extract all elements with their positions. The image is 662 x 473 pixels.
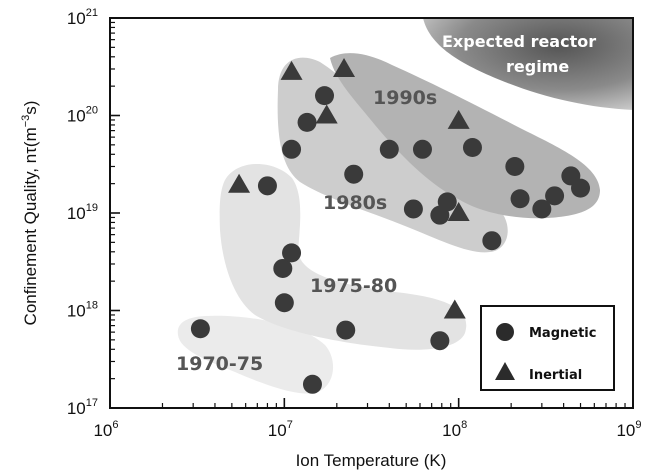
region-1970-75-shape [177, 315, 334, 394]
y-tick-label: 1018 [67, 300, 98, 321]
legend-magnetic-marker [496, 323, 514, 341]
x-tick-label: 107 [268, 419, 293, 440]
y-tick-label: 1021 [67, 7, 98, 28]
magnetic-point [336, 320, 356, 340]
magnetic-point [282, 139, 302, 159]
magnetic-point [302, 374, 322, 394]
magnetic-point [482, 231, 502, 251]
axis-tick-labels: 106 107 108 109 1017 1018 1019 1020 1021 [67, 7, 642, 440]
magnetic-point [532, 199, 552, 219]
magnetic-point [545, 186, 565, 206]
region-label-1990s: 1990s [373, 87, 437, 109]
inertial-point [333, 57, 356, 77]
y-axis-title-tail: s) [21, 101, 40, 115]
region-reactor-shape [423, 18, 633, 110]
y-tick-label: 1020 [67, 105, 98, 126]
region-label-reactor-line1: Expected reactor [442, 32, 596, 51]
y-axis-title: Confinement Quality, nτ(m−3s) [20, 101, 40, 326]
region-label-reactor-line2: regime [506, 57, 569, 76]
magnetic-point [274, 293, 294, 313]
legend-magnetic-label: Magnetic [529, 326, 596, 341]
magnetic-point [344, 164, 364, 184]
x-tick-label: 106 [93, 419, 118, 440]
x-tick-label: 109 [616, 419, 641, 440]
y-tick-label: 1017 [67, 397, 98, 418]
magnetic-point [297, 112, 317, 132]
magnetic-point [571, 178, 591, 198]
magnetic-point [273, 258, 293, 278]
y-axis-title-exponent: −3 [20, 115, 32, 128]
magnetic-point [379, 139, 399, 159]
x-axis-title: Ion Temperature (K) [296, 451, 447, 470]
magnetic-point [403, 199, 423, 219]
x-tick-label: 108 [442, 419, 467, 440]
magnetic-point [505, 156, 525, 176]
legend-inertial-marker [495, 362, 515, 380]
region-1990s-shape [330, 53, 600, 219]
axis-ticks [109, 17, 634, 409]
region-label-1975-80: 1975-80 [310, 275, 397, 297]
magnetic-point [257, 176, 277, 196]
magnetic-point [282, 243, 302, 263]
magnetic-point [462, 137, 482, 157]
legend: Magnetic Inertial [480, 305, 615, 391]
inertial-point [228, 173, 251, 193]
inertial-point [447, 109, 470, 129]
magnetic-point [412, 139, 432, 159]
inertial-point [280, 60, 303, 80]
magnetic-point [315, 86, 335, 106]
inertial-point [443, 299, 466, 319]
y-axis-title-main: Confinement Quality, nτ(m [21, 127, 40, 325]
inertial-point [447, 202, 470, 221]
region-label-1980s: 1980s [323, 192, 387, 214]
inertial-point [315, 104, 338, 124]
y-tick-label: 1019 [67, 202, 98, 223]
legend-inertial-label: Inertial [529, 368, 582, 383]
magnetic-point [190, 319, 210, 339]
magnetic-point [430, 331, 450, 351]
magnetic-point [437, 192, 457, 212]
region-labels: 1970-75 1975-80 1980s 1990s Expected rea… [176, 32, 596, 375]
magnetic-point [510, 189, 530, 209]
region-label-1970-75: 1970-75 [176, 353, 263, 375]
data-markers [190, 57, 591, 394]
